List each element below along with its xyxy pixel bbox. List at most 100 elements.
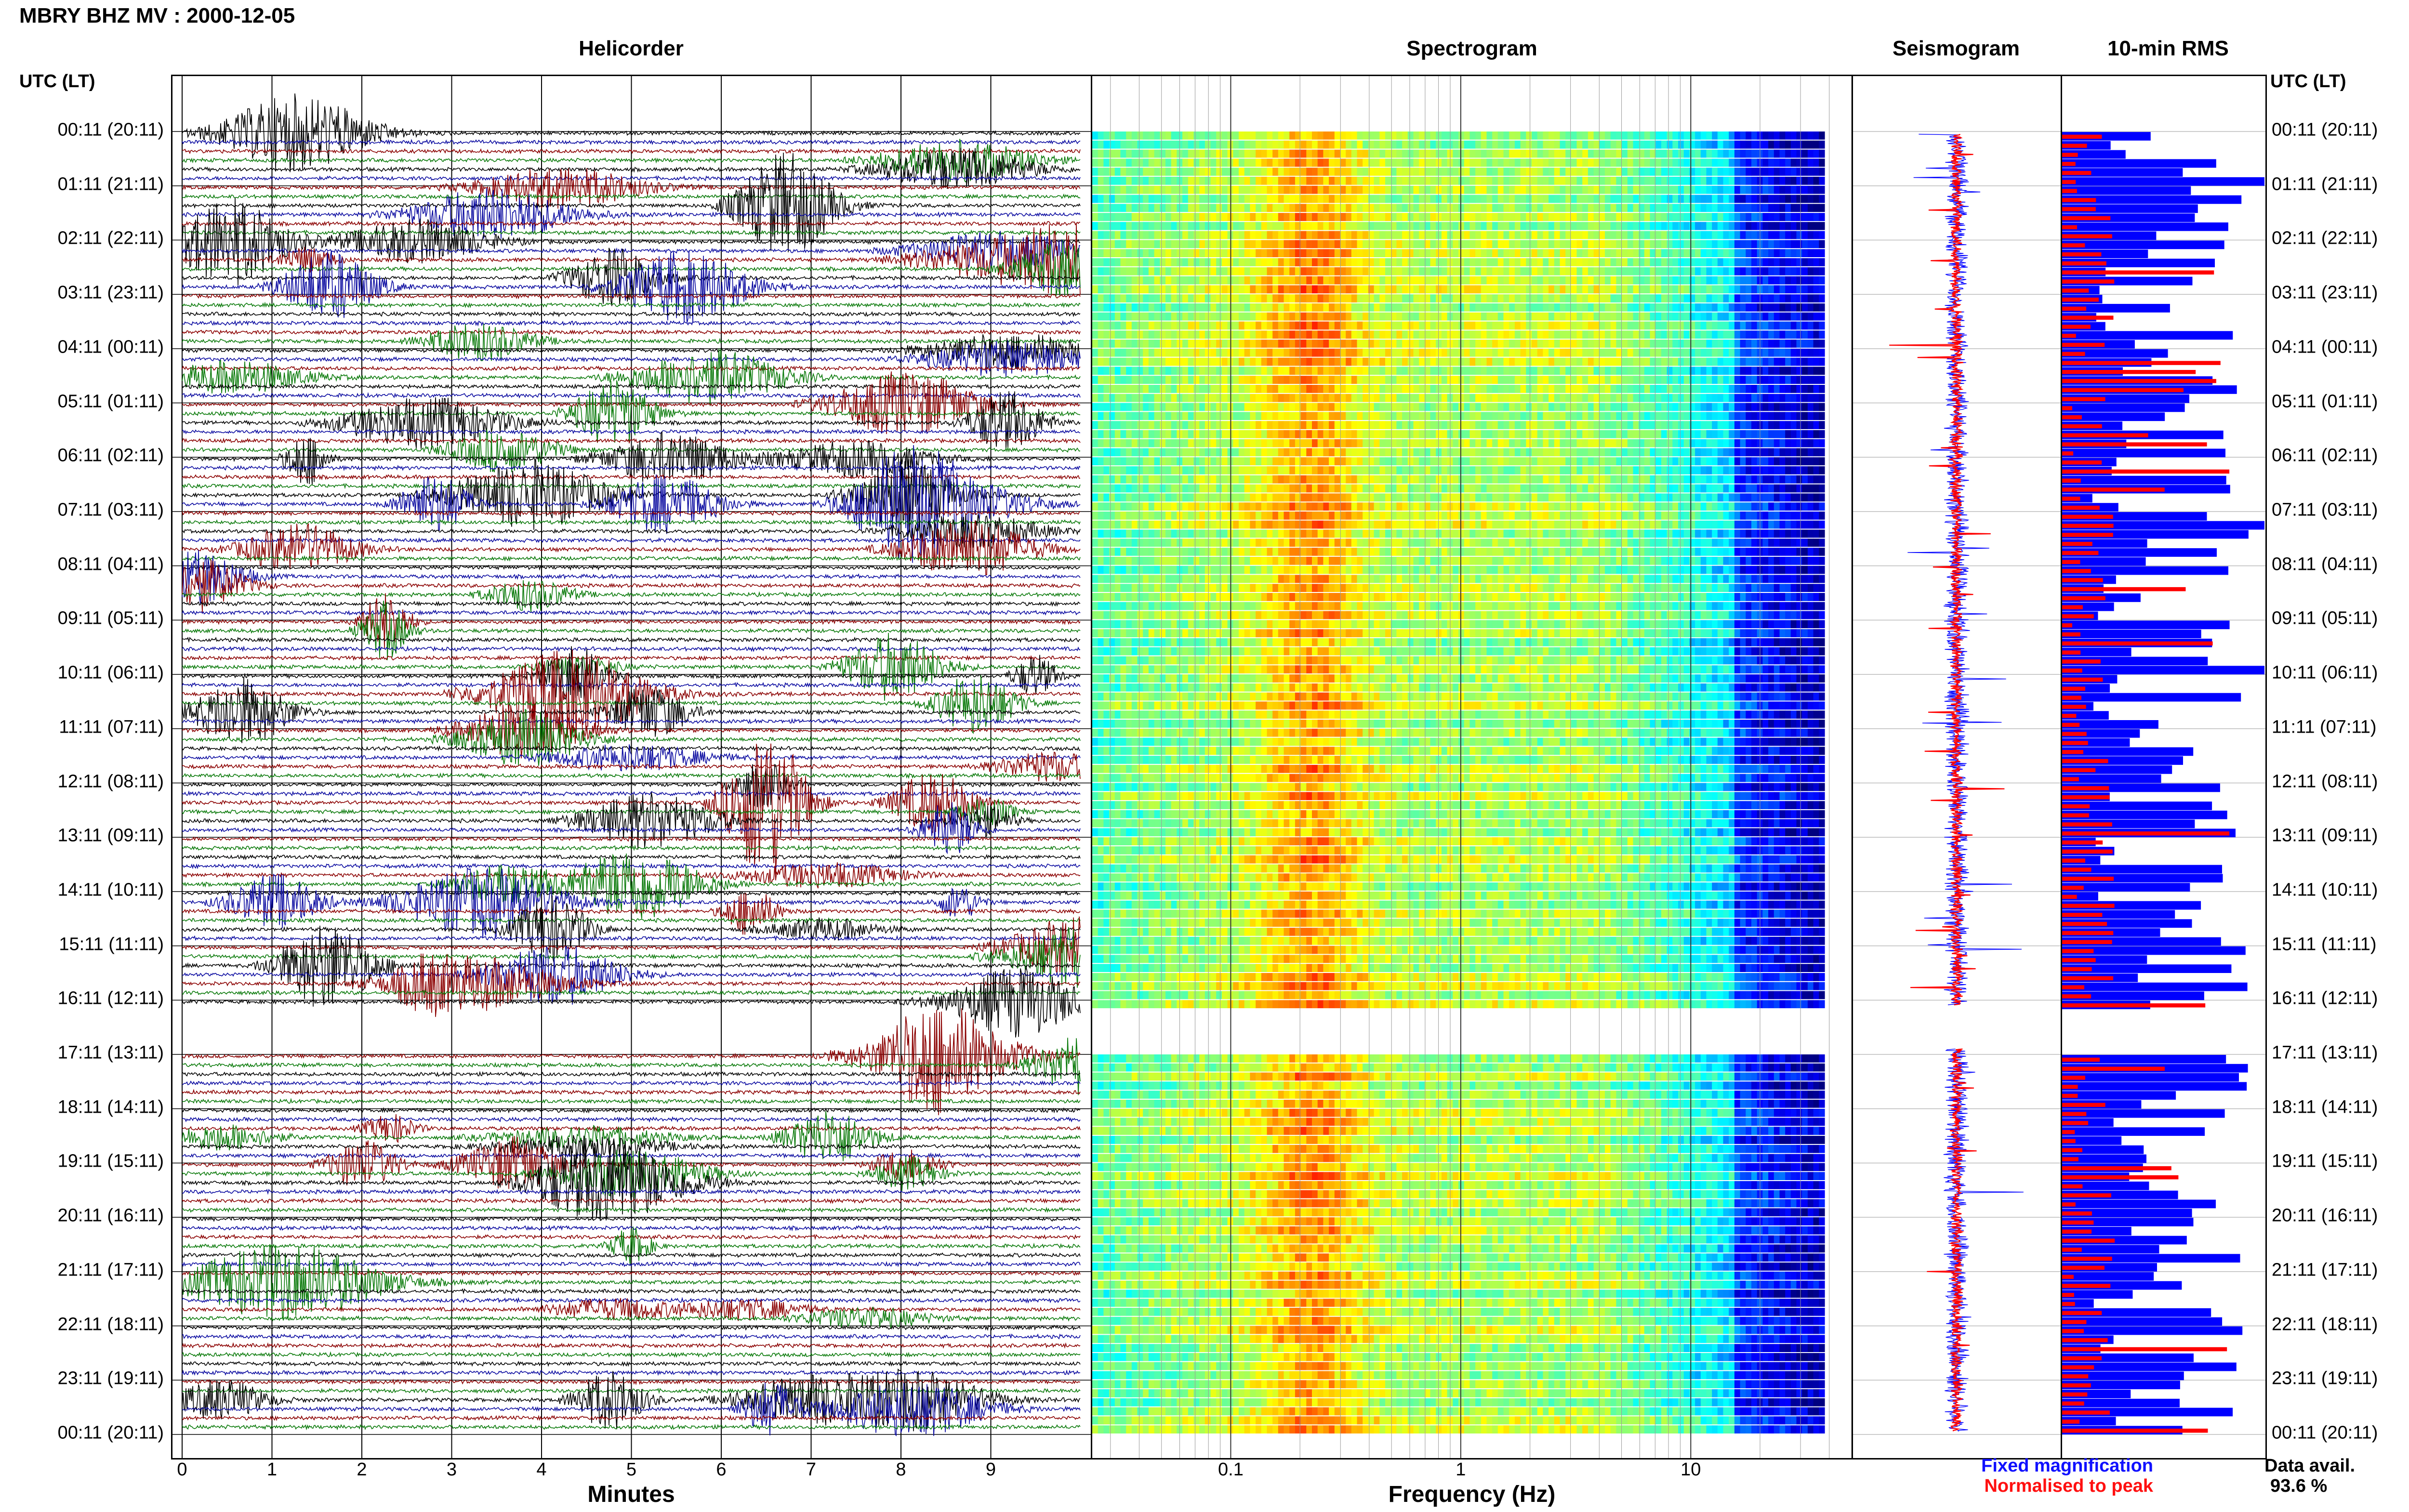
spectrogram-cell <box>1137 249 1143 257</box>
spectrogram-cell <box>1103 430 1110 438</box>
spectrogram-cell <box>1751 276 1758 285</box>
spectrogram-cell <box>1182 303 1189 312</box>
spectrogram-cell <box>1346 340 1352 348</box>
spectrogram-cell <box>1368 176 1375 185</box>
spectrogram-cell <box>1204 195 1211 203</box>
spectrogram-cell <box>1717 140 1724 149</box>
spectrogram-cell <box>1610 330 1616 339</box>
spectrogram-cell <box>1514 439 1521 447</box>
spectrogram-cell <box>1723 231 1729 239</box>
spectrogram-cell <box>1481 412 1487 421</box>
spectrogram-cell <box>1402 158 1408 167</box>
spectrogram-cell <box>1300 394 1307 402</box>
spectrogram-cell <box>1379 204 1386 212</box>
spectrogram-cell <box>1188 158 1194 167</box>
spectrogram-cell <box>1785 340 1791 348</box>
spectrogram-cell <box>1103 412 1110 421</box>
spectrogram-cell <box>1514 213 1521 221</box>
spectrogram-cell <box>1497 131 1504 140</box>
spectrogram-cell <box>1746 340 1752 348</box>
spectrogram-cell <box>1576 140 1583 149</box>
spectrogram-cell <box>1633 249 1639 257</box>
spectrogram-cell <box>1407 321 1414 330</box>
spectrogram-cell <box>1317 439 1324 447</box>
spectrogram-cell <box>1807 367 1814 375</box>
spectrogram-cell <box>1543 185 1549 194</box>
spectrogram-cell <box>1571 168 1577 176</box>
spectrogram-cell <box>1802 430 1808 438</box>
spectrogram-cell <box>1250 213 1256 221</box>
spectrogram-cell <box>1514 231 1521 239</box>
spectrogram-cell <box>1407 385 1414 393</box>
spectrogram-cell <box>1204 213 1211 221</box>
spectrogram-cell <box>1526 158 1532 167</box>
spectrogram-cell <box>1216 149 1222 158</box>
spectrogram-cell <box>1695 421 1701 429</box>
spectrogram-cell <box>1306 439 1312 447</box>
spectrogram-cell <box>1779 222 1786 230</box>
spectrogram-cell <box>1407 457 1414 466</box>
spectrogram-cell <box>1774 376 1780 384</box>
spectrogram-cell <box>1560 240 1566 249</box>
spectrogram-cell <box>1560 158 1566 167</box>
spectrogram-cell <box>1295 403 1301 411</box>
spectrogram-cell <box>1109 294 1115 302</box>
spectrogram-cell <box>1616 412 1622 421</box>
spectrogram-cell <box>1639 448 1645 457</box>
spectrogram-cell <box>1768 385 1774 393</box>
spectrogram-cell <box>1582 367 1588 375</box>
spectrogram-cell <box>1458 158 1465 167</box>
spectrogram-cell <box>1154 195 1160 203</box>
spectrogram-cell <box>1295 168 1301 176</box>
spectrogram-cell <box>1571 340 1577 348</box>
spectrogram-cell <box>1351 421 1358 429</box>
spectrogram-cell <box>1706 367 1712 375</box>
spectrogram-cell <box>1497 222 1504 230</box>
spectrogram-cell <box>1199 140 1205 149</box>
spectrogram-cell <box>1402 321 1408 330</box>
spectrogram-cell <box>1261 213 1268 221</box>
spectrogram-cell <box>1740 357 1746 366</box>
spectrogram-cell <box>1300 149 1307 158</box>
spectrogram-cell <box>1819 457 1825 466</box>
helicorder-trace <box>182 966 1081 1038</box>
spectrogram-cell <box>1312 421 1318 429</box>
spectrogram-cell <box>1639 249 1645 257</box>
spectrogram-cell <box>1424 376 1431 384</box>
helicorder-trace <box>182 600 1081 607</box>
spectrogram-cell <box>1588 303 1594 312</box>
spectrogram-cell <box>1729 195 1735 203</box>
spectrogram-cell <box>1300 385 1307 393</box>
helicorder-trace <box>182 197 1081 286</box>
spectrogram-cell <box>1402 357 1408 366</box>
spectrogram-cell <box>1261 385 1268 393</box>
spectrogram-cell <box>1537 448 1543 457</box>
spectrogram-cell <box>1672 240 1679 249</box>
spectrogram-cell <box>1312 303 1318 312</box>
spectrogram-cell <box>1103 158 1110 167</box>
spectrogram-cell <box>1746 240 1752 249</box>
spectrogram-cell <box>1481 457 1487 466</box>
spectrogram-cell <box>1346 312 1352 321</box>
spectrogram-cell <box>1239 240 1245 249</box>
spectrogram-cell <box>1616 340 1622 348</box>
spectrogram-cell <box>1351 340 1358 348</box>
spectrogram-cell <box>1497 312 1504 321</box>
spectrogram-cell <box>1250 430 1256 438</box>
spectrogram-cell <box>1700 321 1707 330</box>
spectrogram-cell <box>1323 421 1329 429</box>
spectrogram-cell <box>1441 448 1448 457</box>
spectrogram-cell <box>1317 258 1324 266</box>
spectrogram-cell <box>1453 204 1459 212</box>
spectrogram-cell <box>1193 376 1200 384</box>
spectrogram-cell <box>1312 249 1318 257</box>
spectrogram-cell <box>1526 258 1532 266</box>
spectrogram-cell <box>1407 176 1414 185</box>
spectrogram-cell <box>1571 140 1577 149</box>
spectrogram-cell <box>1210 403 1217 411</box>
spectrogram-cell <box>1120 258 1126 266</box>
spectrogram-cell <box>1717 294 1724 302</box>
spectrogram-cell <box>1098 457 1104 466</box>
spectrogram-cell <box>1430 176 1436 185</box>
spectrogram-cell <box>1419 412 1425 421</box>
